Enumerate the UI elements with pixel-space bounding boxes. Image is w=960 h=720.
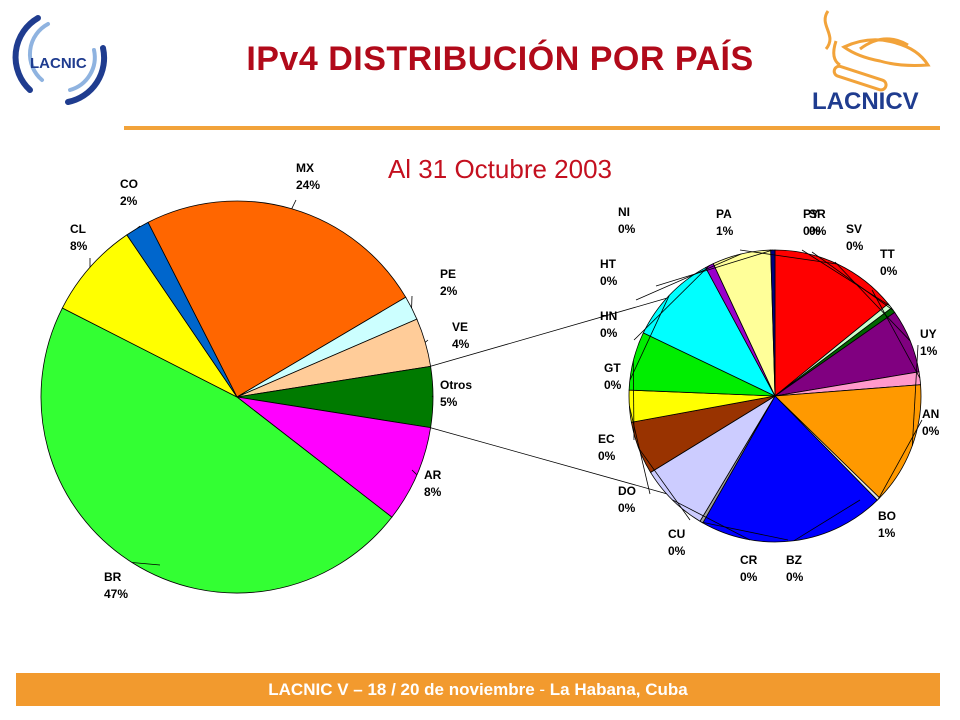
- leader-an: [878, 419, 923, 500]
- percent-tt: 0%: [880, 264, 898, 278]
- label-tt: TT: [880, 247, 895, 261]
- label-br: BR: [104, 570, 122, 584]
- leader-mx: [291, 199, 297, 209]
- label-co: CO: [120, 177, 138, 191]
- label-ar: AR: [424, 468, 442, 482]
- label-sv: SV: [846, 222, 862, 236]
- leader-gt: [629, 295, 670, 381]
- footer-separator: -: [534, 680, 550, 699]
- percent-uy: 1%: [920, 344, 938, 358]
- label-ve: VE: [452, 320, 468, 334]
- leader-ve: [424, 339, 429, 343]
- percent-gt: 0%: [604, 378, 622, 392]
- percent-pa: 1%: [716, 224, 734, 238]
- slice-cl: [61, 234, 238, 398]
- percent-py: 0%: [803, 224, 821, 238]
- leader-cu: [638, 447, 691, 521]
- slice-ni: [770, 249, 776, 397]
- leader-br: [131, 562, 161, 566]
- percent-do: 0%: [618, 501, 636, 515]
- percent-bo: 1%: [878, 526, 896, 540]
- chart-subtitle: Al 31 Octubre 2003: [387, 154, 613, 184]
- leader-tt: [871, 289, 921, 379]
- percent-ec: 0%: [598, 449, 616, 463]
- label-cl: CL: [70, 222, 86, 236]
- footer-location: La Habana, Cuba: [549, 680, 688, 699]
- leader-do: [629, 406, 651, 495]
- label-an: AN: [922, 407, 939, 421]
- leader-cr: [672, 499, 751, 541]
- slice-gt: [642, 266, 776, 397]
- label-ht: HT: [600, 257, 617, 271]
- leader-sv: [834, 261, 911, 342]
- label-bz: BZ: [786, 553, 802, 567]
- footer-bar: LACNIC V – 18 / 20 de noviembre - La Hab…: [16, 673, 940, 706]
- label-do: DO: [618, 484, 636, 498]
- percent-an: 0%: [922, 424, 940, 438]
- percent-cu: 0%: [668, 544, 686, 558]
- page-title: IPv4 DISTRIBUCIÓN POR PAÍS: [246, 40, 754, 78]
- percent-ni: 0%: [618, 222, 636, 236]
- percent-ve: 4%: [452, 337, 470, 351]
- leader-ar: [411, 469, 418, 476]
- leader-ni: [655, 249, 773, 287]
- leader-bo: [793, 499, 861, 542]
- percent-sv: 0%: [846, 239, 864, 253]
- percent-sr: 0%: [809, 224, 827, 238]
- lacnic-v-logo-text: LACNICV: [812, 88, 919, 115]
- percent-mx: 24%: [296, 178, 320, 192]
- label-cr: CR: [740, 553, 758, 567]
- percent-ht: 0%: [600, 274, 618, 288]
- label-ec: EC: [598, 432, 615, 446]
- leader-sr: [811, 251, 894, 311]
- lacnic-v-logo: LACNICV: [812, 10, 931, 115]
- label-gt: GT: [604, 361, 621, 375]
- leader-hn: [633, 265, 710, 341]
- leader-bz: [701, 521, 789, 541]
- percent-ar: 8%: [424, 485, 442, 499]
- leader-ec: [632, 360, 635, 441]
- label-sr: SR: [809, 207, 826, 221]
- leader-ht: [635, 253, 742, 301]
- label-mx: MX: [296, 161, 314, 175]
- leader-pa: [739, 249, 838, 265]
- header-rule: [124, 126, 940, 130]
- slice-br: [40, 307, 393, 594]
- label-ni: NI: [618, 205, 630, 219]
- percent-cr: 0%: [740, 570, 758, 584]
- main-pie: [40, 200, 434, 594]
- connector-bottom: [430, 427, 667, 495]
- percent-br: 47%: [104, 587, 128, 601]
- percent-otros: 5%: [440, 395, 458, 409]
- label-otros: Otros: [440, 378, 472, 392]
- percent-co: 2%: [120, 194, 138, 208]
- label-cu: CU: [668, 527, 685, 541]
- percent-pe: 2%: [440, 284, 458, 298]
- label-py: PY: [803, 207, 819, 221]
- connector-top: [430, 297, 667, 367]
- label-bo: BO: [878, 509, 896, 523]
- label-uy: UY: [920, 327, 937, 341]
- lacnic-logo-text: LACNIC: [30, 55, 87, 72]
- leader-uy: [911, 344, 919, 446]
- percent-bz: 0%: [786, 570, 804, 584]
- percent-hn: 0%: [600, 326, 618, 340]
- label-pe: PE: [440, 267, 456, 281]
- otros-breakdown-pie: [628, 249, 922, 543]
- breakdown-connectors: [430, 297, 667, 495]
- leader-co: [136, 225, 141, 229]
- slice-labels: MX 24% PE 2% VE 4% Otros 5% AR 8% BR 47% CL 8% CO 2% PA 1…: [70, 161, 940, 601]
- footer-event: LACNIC V – 18 / 20 de noviembre: [268, 680, 535, 699]
- lacnic-logo: LACNIC: [12, 15, 108, 105]
- label-hn: HN: [600, 309, 617, 323]
- percent-cl: 8%: [70, 239, 88, 253]
- leader-otros: [431, 395, 434, 398]
- label-pa: PA: [716, 207, 732, 221]
